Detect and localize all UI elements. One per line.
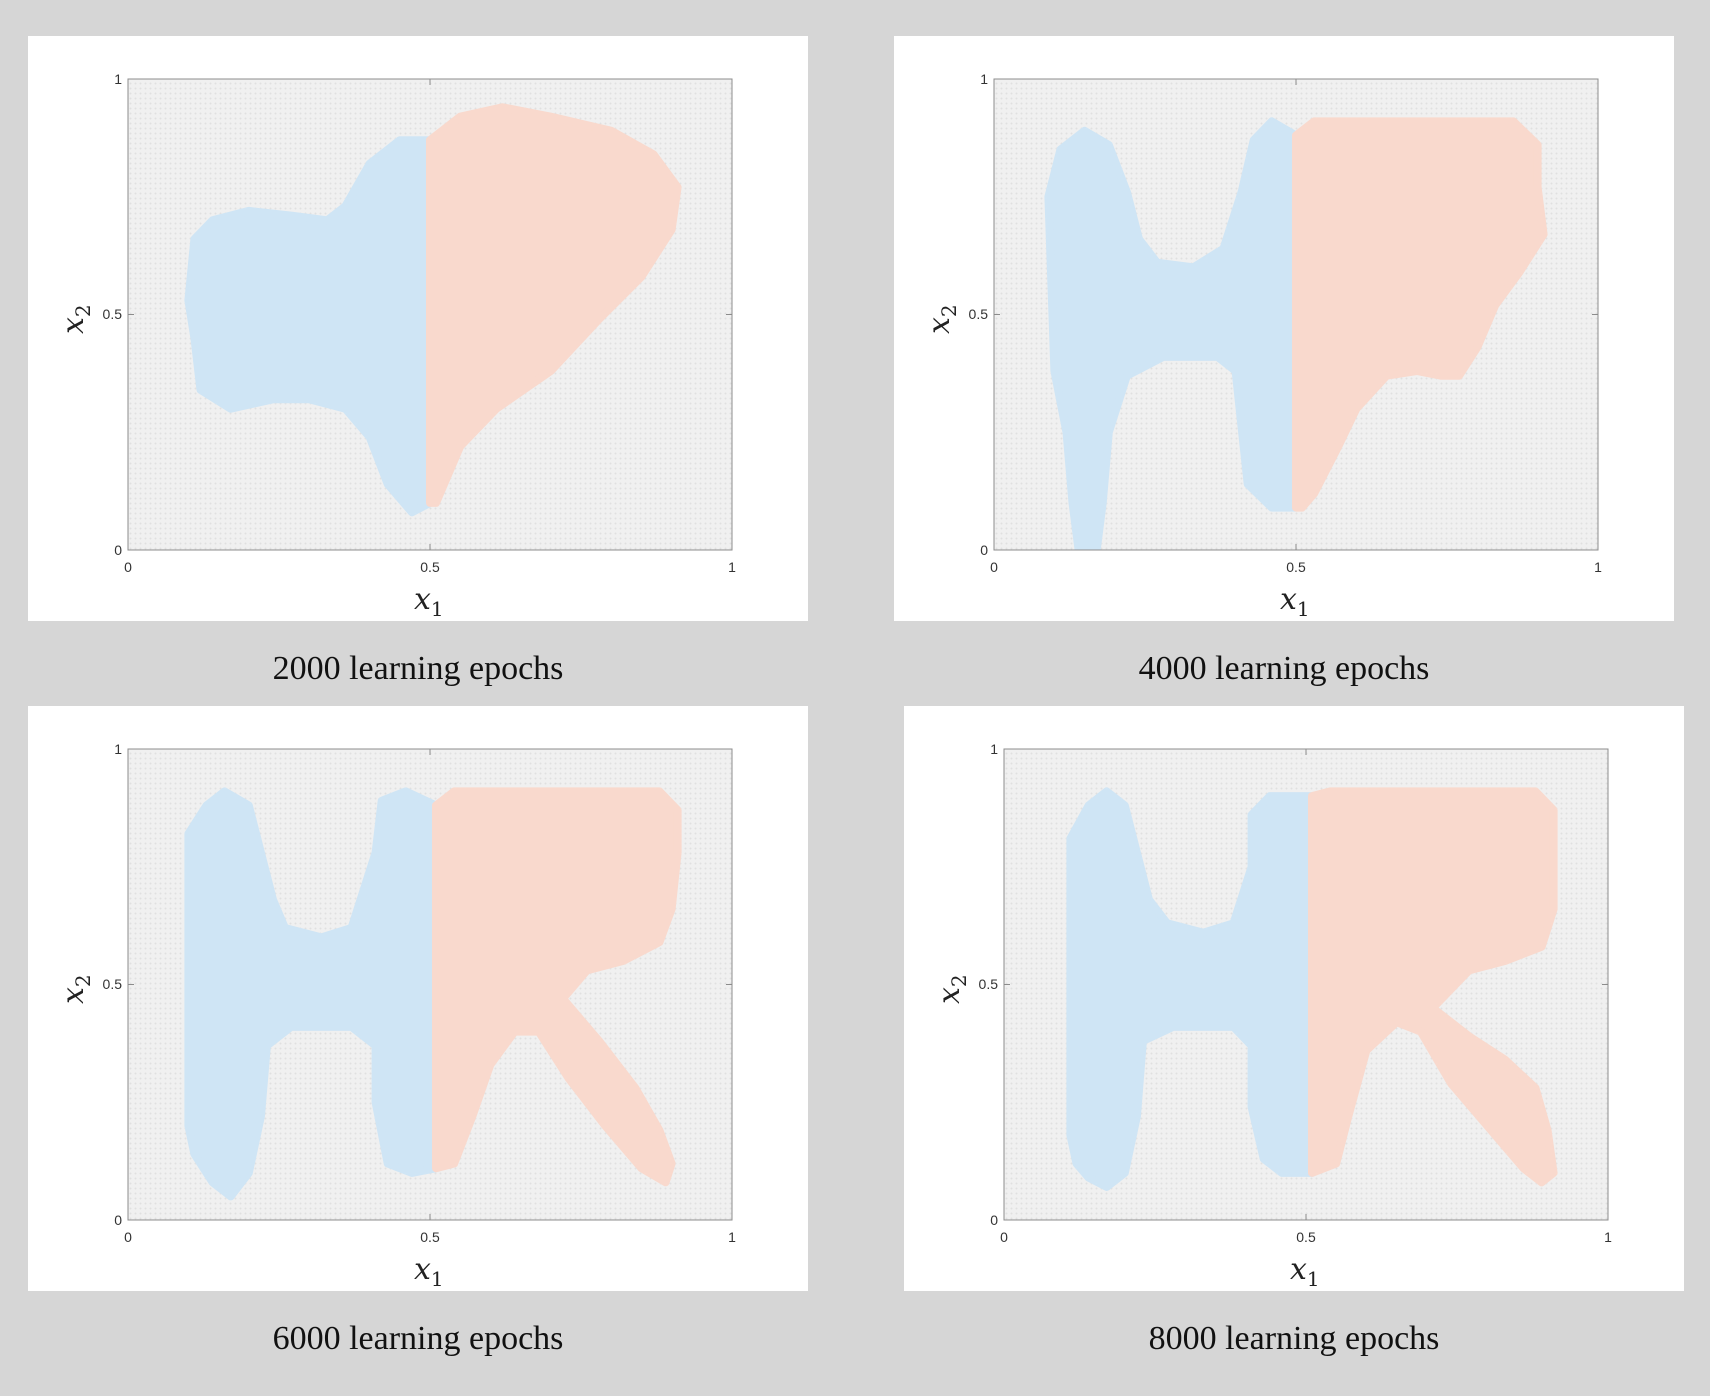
x-axis-label-sub: 1 [431, 1267, 444, 1291]
chart-1-svg: 0 0.5 1 0 0.5 1 x1 x2 [56, 71, 736, 621]
chart-panel-3: 0 0.5 1 0 0.5 1 x1 x2 [28, 706, 808, 1291]
class-region-2-1 [432, 787, 682, 1187]
x-tick-label-0: 0 [124, 559, 132, 575]
class-regions [184, 787, 682, 1201]
y-axis-label-main: x [932, 987, 967, 1004]
x-axis-label-sub: 1 [1297, 597, 1310, 621]
y-axis-label-sub: 2 [947, 974, 971, 987]
x-tick-label-0: 0 [1000, 1229, 1008, 1245]
y-axis-label-sub: 2 [71, 304, 95, 317]
x-tick-label-2: 1 [1594, 559, 1602, 575]
chart-2-caption: 4000 learning epochs [1138, 650, 1430, 687]
x-axis-label-sub: 1 [1307, 1267, 1320, 1291]
x-axis-label-main: x [1290, 1252, 1307, 1287]
x-axis-label-sub: 1 [431, 597, 444, 621]
y-axis-label: x2 [932, 974, 971, 1004]
y-tick-label-0: 0 [114, 542, 122, 558]
axis-ticks [1003, 748, 1609, 1221]
y-axis-label: x2 [56, 974, 95, 1004]
x-axis-label: x1 [414, 582, 444, 621]
y-tick-label-1: 0.5 [103, 976, 123, 992]
chart-4-svg: 0 0.5 1 0 0.5 1 x1 x2 [932, 741, 1612, 1291]
class-region-2-1 [1292, 117, 1548, 512]
class-regions [1066, 787, 1558, 1191]
chart-1-caption: 2000 learning epochs [272, 650, 564, 687]
x-tick-label-0: 0 [124, 1229, 132, 1245]
y-tick-label-0: 0 [990, 1212, 998, 1228]
x-tick-label-1: 0.5 [420, 559, 440, 575]
y-axis-label-sub: 2 [71, 974, 95, 987]
x-tick-label-2: 1 [728, 1229, 736, 1245]
y-axis-label-main: x [56, 987, 91, 1004]
y-tick-label-0: 0 [114, 1212, 122, 1228]
class-regions [184, 103, 682, 517]
y-tick-label-2: 1 [990, 741, 998, 757]
x-tick-label-1: 0.5 [1296, 1229, 1316, 1245]
y-axis-label-main: x [56, 317, 91, 334]
y-axis-label-sub: 2 [937, 304, 961, 317]
y-tick-label-0: 0 [980, 542, 988, 558]
chart-2-svg: 0 0.5 1 0 0.5 1 x1 x2 [922, 71, 1602, 621]
chart-3-svg: 0 0.5 1 0 0.5 1 x1 x2 [56, 741, 736, 1291]
axis-ticks [993, 78, 1599, 551]
y-tick-label-2: 1 [114, 741, 122, 757]
class-region-2-1 [426, 103, 682, 507]
class-region-2-1 [1308, 787, 1558, 1187]
y-axis-label: x2 [922, 304, 961, 334]
axis-ticks [127, 748, 733, 1221]
x-axis-label-main: x [414, 1252, 431, 1287]
y-tick-label-2: 1 [114, 71, 122, 87]
y-axis-label-main: x [922, 317, 957, 334]
y-tick-label-1: 0.5 [103, 306, 123, 322]
x-axis-label-main: x [1280, 582, 1297, 617]
chart-panel-1: 0 0.5 1 0 0.5 1 x1 x2 [28, 36, 808, 621]
x-axis-label-main: x [414, 582, 431, 617]
chart-4-caption: 8000 learning epochs [1148, 1320, 1440, 1357]
x-tick-label-1: 0.5 [1286, 559, 1306, 575]
y-axis-label: x2 [56, 304, 95, 334]
chart-panel-4: 0 0.5 1 0 0.5 1 x1 x2 [904, 706, 1684, 1291]
y-tick-label-1: 0.5 [969, 306, 989, 322]
chart-panel-2: 0 0.5 1 0 0.5 1 x1 x2 [894, 36, 1674, 621]
y-tick-label-2: 1 [980, 71, 988, 87]
axis-ticks [127, 78, 733, 551]
x-tick-label-2: 1 [1604, 1229, 1612, 1245]
x-tick-label-1: 0.5 [420, 1229, 440, 1245]
class-regions [1044, 117, 1548, 550]
chart-3-caption: 6000 learning epochs [272, 1320, 564, 1357]
x-tick-label-2: 1 [728, 559, 736, 575]
x-axis-label: x1 [1280, 582, 1310, 621]
x-axis-label: x1 [1290, 1252, 1320, 1291]
x-tick-label-0: 0 [990, 559, 998, 575]
y-tick-label-1: 0.5 [979, 976, 999, 992]
x-axis-label: x1 [414, 1252, 444, 1291]
